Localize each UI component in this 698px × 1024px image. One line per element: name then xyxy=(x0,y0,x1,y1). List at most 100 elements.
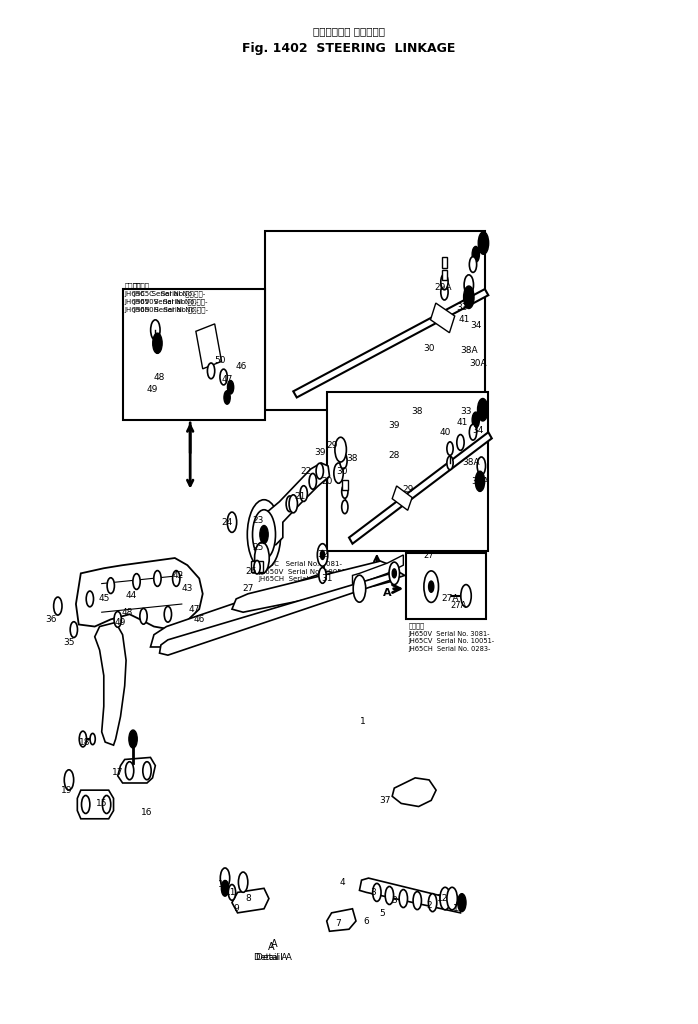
Ellipse shape xyxy=(254,560,260,574)
Text: 適用号機
JH65C   Serial No.・・-
JH650V  Serial No.・・-
JH650H  Serial No.・・-: 適用号機 JH65C Serial No.・・- JH650V Serial N… xyxy=(125,282,200,313)
Ellipse shape xyxy=(316,463,323,479)
Text: 47: 47 xyxy=(221,375,232,384)
Ellipse shape xyxy=(440,285,448,300)
Polygon shape xyxy=(293,289,489,397)
Bar xyxy=(342,480,348,489)
Text: 46: 46 xyxy=(235,362,246,372)
Bar xyxy=(442,257,447,267)
Bar xyxy=(406,553,487,620)
Text: 10: 10 xyxy=(218,880,230,889)
Bar xyxy=(431,303,454,333)
Ellipse shape xyxy=(70,622,77,638)
Text: 29: 29 xyxy=(403,485,414,494)
Ellipse shape xyxy=(224,391,230,404)
Text: Detail A: Detail A xyxy=(254,953,288,962)
Text: 20: 20 xyxy=(321,477,332,485)
Text: 適用号機
JH650V  Serial No. 3081-
JH65CV  Serial No. 10051-
JH65CH  Serial No. 0283-: 適用号機 JH650V Serial No. 3081- JH65CV Seri… xyxy=(408,623,494,651)
Ellipse shape xyxy=(469,424,477,440)
Ellipse shape xyxy=(335,437,346,462)
Text: 18: 18 xyxy=(79,737,90,746)
Text: 29A: 29A xyxy=(434,283,452,292)
Text: 43: 43 xyxy=(181,585,193,593)
Text: 38A: 38A xyxy=(462,459,480,467)
Polygon shape xyxy=(359,879,461,912)
Text: A: A xyxy=(383,588,392,598)
Ellipse shape xyxy=(228,885,236,900)
Text: 3: 3 xyxy=(392,896,397,905)
Text: 41: 41 xyxy=(456,418,468,427)
Bar xyxy=(442,269,447,280)
Ellipse shape xyxy=(87,591,94,607)
Ellipse shape xyxy=(129,730,138,748)
Text: A: A xyxy=(267,942,274,951)
Text: 30A: 30A xyxy=(471,477,489,485)
Ellipse shape xyxy=(207,362,215,379)
Text: 12: 12 xyxy=(438,894,449,903)
Text: 28: 28 xyxy=(389,452,400,460)
Bar xyxy=(123,289,265,420)
Text: 26: 26 xyxy=(246,567,257,575)
Text: 25: 25 xyxy=(253,544,264,552)
Text: 39: 39 xyxy=(314,449,325,457)
Text: 37: 37 xyxy=(380,796,391,805)
Ellipse shape xyxy=(221,881,229,896)
Ellipse shape xyxy=(373,884,381,901)
Ellipse shape xyxy=(429,581,434,592)
Ellipse shape xyxy=(385,887,394,904)
Ellipse shape xyxy=(478,231,489,254)
Ellipse shape xyxy=(469,257,477,272)
Text: 22: 22 xyxy=(300,467,311,475)
Ellipse shape xyxy=(300,485,307,502)
Text: 41: 41 xyxy=(459,315,470,325)
Ellipse shape xyxy=(143,762,151,779)
Text: Detail A: Detail A xyxy=(256,953,292,962)
Ellipse shape xyxy=(140,608,147,625)
Ellipse shape xyxy=(334,463,343,483)
Text: 適用号機
JH65C   Serial No.・・-
JH650V  Serial No.・・-
JH650H  Serial No.・・-: 適用号機 JH65C Serial No.・・- JH650V Serial N… xyxy=(133,282,208,313)
Text: 42: 42 xyxy=(172,571,184,580)
Polygon shape xyxy=(76,558,202,630)
Polygon shape xyxy=(151,571,359,647)
Ellipse shape xyxy=(389,562,399,585)
Polygon shape xyxy=(232,561,398,612)
Text: 33: 33 xyxy=(456,303,468,312)
Text: 34: 34 xyxy=(472,426,484,435)
Text: 49: 49 xyxy=(115,617,126,627)
Bar xyxy=(327,392,489,551)
Text: 16: 16 xyxy=(141,808,153,817)
Ellipse shape xyxy=(103,796,111,813)
Ellipse shape xyxy=(286,496,293,512)
Polygon shape xyxy=(118,758,156,783)
Text: 33: 33 xyxy=(460,408,472,417)
Ellipse shape xyxy=(80,731,87,746)
Ellipse shape xyxy=(342,484,348,499)
Text: 31: 31 xyxy=(321,574,332,583)
Text: 適用号機
JH65C   Serial No. 3081-
JH650V  Serial No. 10051-
JH65CH  Serial No. 0283-: 適用号機 JH65C Serial No. 3081- JH650V Seria… xyxy=(258,553,349,582)
Text: 3: 3 xyxy=(371,888,376,897)
Text: 38A: 38A xyxy=(460,346,477,355)
Text: 8: 8 xyxy=(245,894,251,903)
Ellipse shape xyxy=(64,770,74,791)
Text: 27: 27 xyxy=(242,585,253,593)
Polygon shape xyxy=(77,791,114,819)
Text: 6: 6 xyxy=(364,916,369,926)
Text: 48: 48 xyxy=(154,373,165,382)
Text: 30: 30 xyxy=(424,344,435,353)
Polygon shape xyxy=(327,908,356,931)
Text: 49: 49 xyxy=(147,385,158,394)
Polygon shape xyxy=(349,432,492,544)
Text: 35: 35 xyxy=(64,638,75,647)
Polygon shape xyxy=(95,623,126,745)
Text: 50: 50 xyxy=(214,356,226,366)
Text: 44: 44 xyxy=(126,591,138,600)
Text: 27A: 27A xyxy=(451,601,467,610)
Ellipse shape xyxy=(472,247,480,262)
Text: 32: 32 xyxy=(317,551,328,559)
Ellipse shape xyxy=(289,495,297,513)
Ellipse shape xyxy=(114,611,121,628)
Ellipse shape xyxy=(464,274,473,295)
Text: 21: 21 xyxy=(295,493,306,501)
Text: 27A: 27A xyxy=(441,594,459,603)
Text: 23: 23 xyxy=(253,516,264,524)
Ellipse shape xyxy=(228,512,237,532)
